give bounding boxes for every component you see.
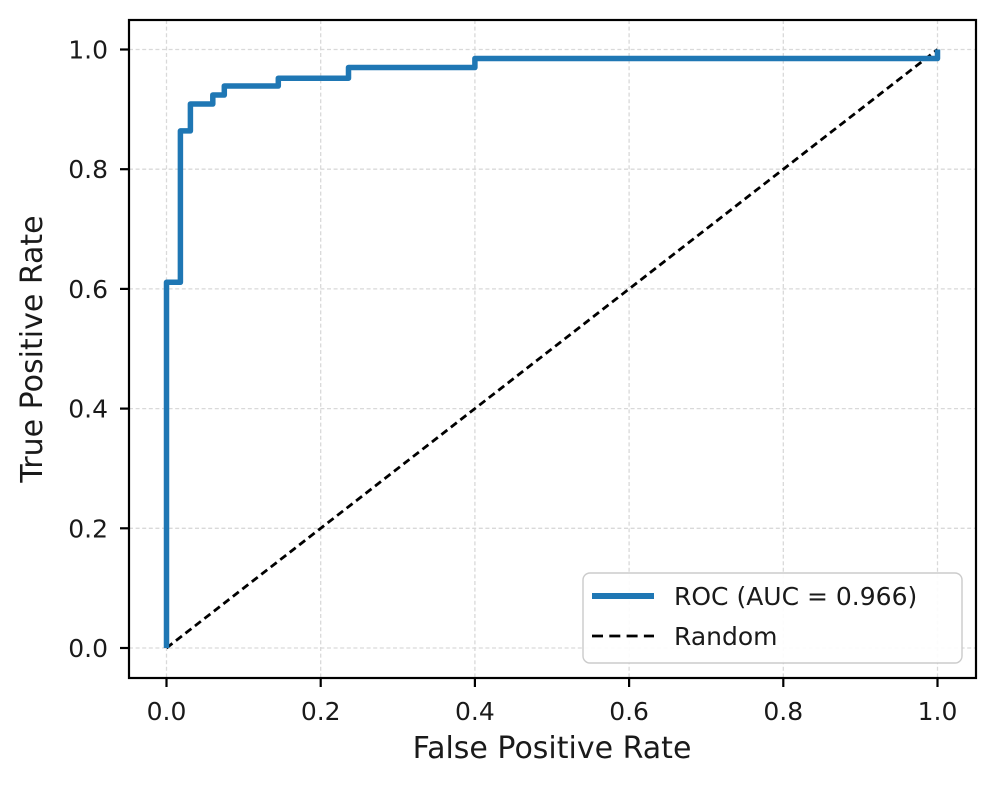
- random-baseline-line: [165, 48, 939, 650]
- y-tick-label: 0.8: [68, 155, 108, 184]
- legend-box: [582, 572, 963, 664]
- x-tick-label: 0.8: [763, 697, 803, 726]
- x-axis-label: False Positive Rate: [413, 731, 692, 766]
- x-axis-ticks: 0.0 0.2 0.4 0.6 0.8 1.0: [147, 678, 958, 726]
- x-tick-label: 1.0: [918, 697, 958, 726]
- y-tick-label: 1.0: [68, 36, 108, 65]
- roc-curve-line: [163, 49, 941, 648]
- legend-roc-label: ROC (AUC = 0.966): [674, 582, 917, 611]
- x-tick-label: 0.4: [455, 697, 495, 726]
- y-tick-label: 0.0: [68, 634, 108, 663]
- x-tick-label: 0.2: [301, 697, 341, 726]
- y-tick-label: 0.6: [68, 275, 108, 304]
- y-tick-label: 0.2: [68, 514, 108, 543]
- y-axis-label: True Positive Rate: [15, 215, 50, 483]
- x-tick-label: 0.0: [147, 697, 187, 726]
- y-axis-ticks: 0.0 0.2 0.4 0.6 0.8 1.0: [68, 36, 129, 663]
- y-tick-label: 0.4: [68, 395, 108, 424]
- legend-random-label: Random: [674, 622, 778, 651]
- legend: ROC (AUC = 0.966) Random: [582, 572, 963, 664]
- gridlines: [129, 20, 976, 678]
- plot-area-border: [127, 18, 978, 680]
- x-tick-label: 0.6: [609, 697, 649, 726]
